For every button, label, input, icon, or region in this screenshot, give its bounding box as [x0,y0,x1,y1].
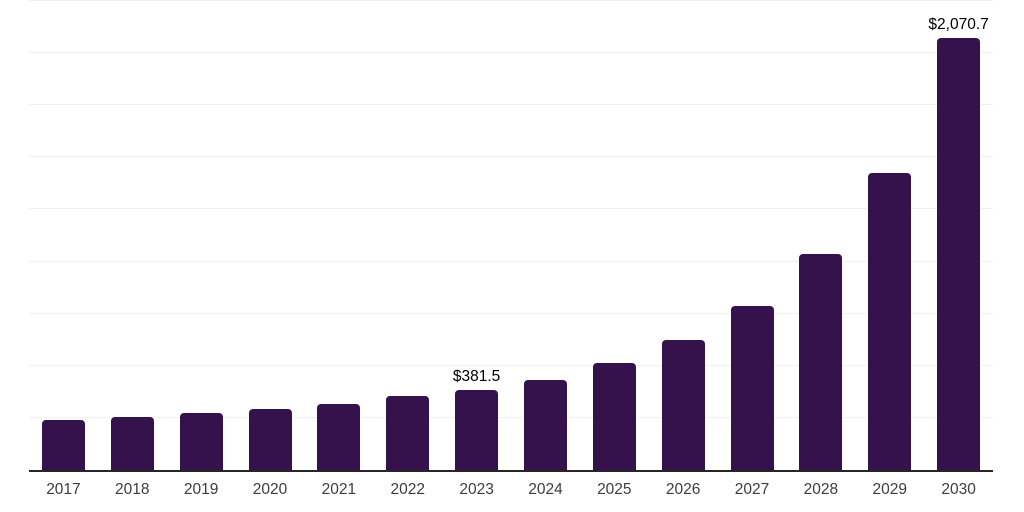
bar-value-label: $2,070.7 [928,15,989,33]
gridline [29,0,993,1]
x-tick-label: 2020 [252,481,288,498]
bar-slot [511,1,580,470]
bar-2030: $2,070.7 [928,17,989,470]
x-tick-label: 2024 [528,481,563,498]
bar-value-label: $381.5 [452,367,501,385]
bar-2019 [179,412,223,470]
bar-2025 [592,363,636,470]
bar-2029 [868,173,912,470]
plot-area: $381.5 $2,070.7 [29,0,993,472]
x-tick-label: 2018 [115,481,150,498]
bar-2027 [730,305,774,470]
bar-slot: $2,070.7 [924,1,993,470]
gridline [29,156,993,158]
gridline [29,208,993,210]
gridline [29,312,993,314]
gridline [29,104,993,106]
bar-slot [580,1,649,470]
bars-layer: $381.5 $2,070.7 [29,1,993,470]
x-tick-label: 2025 [597,481,632,498]
bar-slot [167,1,236,470]
bar-2023: $381.5 [453,369,500,470]
bar-2017 [41,419,85,470]
x-tick-label: 2019 [183,481,219,498]
bar-2020 [248,408,292,470]
bar-2018 [110,416,154,470]
gridline [29,416,993,418]
x-tick-label: 2026 [665,481,701,498]
bar-2022 [386,395,430,470]
gridline [29,260,993,262]
x-axis-labels: 2017 2018 2019 2020 2021 2022 2023 2024 2025 2026… [29,481,993,500]
bar-slot [786,1,855,470]
bar-2021 [317,403,361,470]
x-tick-label: 2023 [459,481,494,498]
bar-slot [236,1,305,470]
x-tick-label: 2017 [46,481,81,498]
bar-slot [718,1,787,470]
bar-slot [304,1,373,470]
bar-slot [98,1,167,470]
bar-2024 [523,379,567,470]
x-tick-label: 2022 [390,481,425,498]
x-tick-label: 2021 [321,481,357,498]
bar-2026 [661,339,705,470]
x-tick-label: 2028 [803,481,839,498]
bar-2028 [799,254,843,470]
bar-slot [373,1,442,470]
x-tick-label: 2027 [734,481,770,498]
x-tick-label: 2029 [872,481,907,498]
bar-slot [855,1,924,470]
x-tick-label: 2030 [941,481,976,498]
gridline [29,52,993,54]
bar-slot: $381.5 [442,1,511,470]
bar-slot [649,1,718,470]
gridline [29,364,993,366]
bar-slot [29,1,98,470]
